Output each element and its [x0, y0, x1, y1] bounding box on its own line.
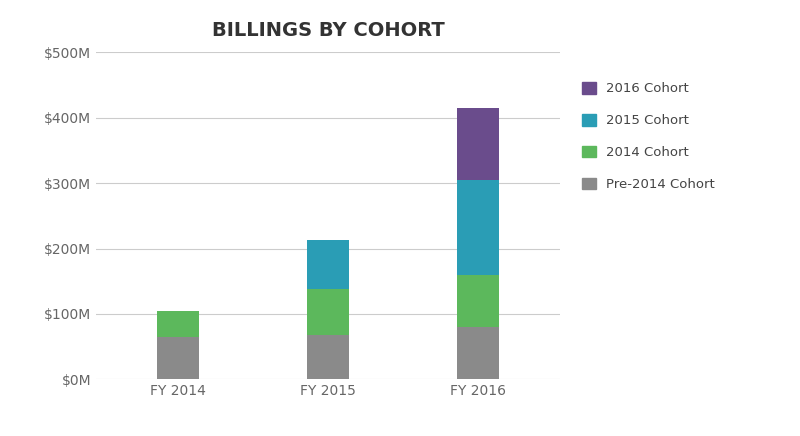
- Bar: [457, 108, 498, 180]
- Bar: [158, 337, 199, 379]
- Bar: [457, 275, 498, 327]
- Bar: [457, 180, 498, 275]
- Legend: 2016 Cohort, 2015 Cohort, 2014 Cohort, Pre-2014 Cohort: 2016 Cohort, 2015 Cohort, 2014 Cohort, P…: [576, 75, 722, 198]
- Bar: [307, 335, 349, 379]
- Bar: [158, 310, 199, 337]
- Bar: [307, 289, 349, 335]
- Bar: [307, 240, 349, 289]
- Bar: [457, 327, 498, 379]
- Title: BILLINGS BY COHORT: BILLINGS BY COHORT: [212, 20, 444, 40]
